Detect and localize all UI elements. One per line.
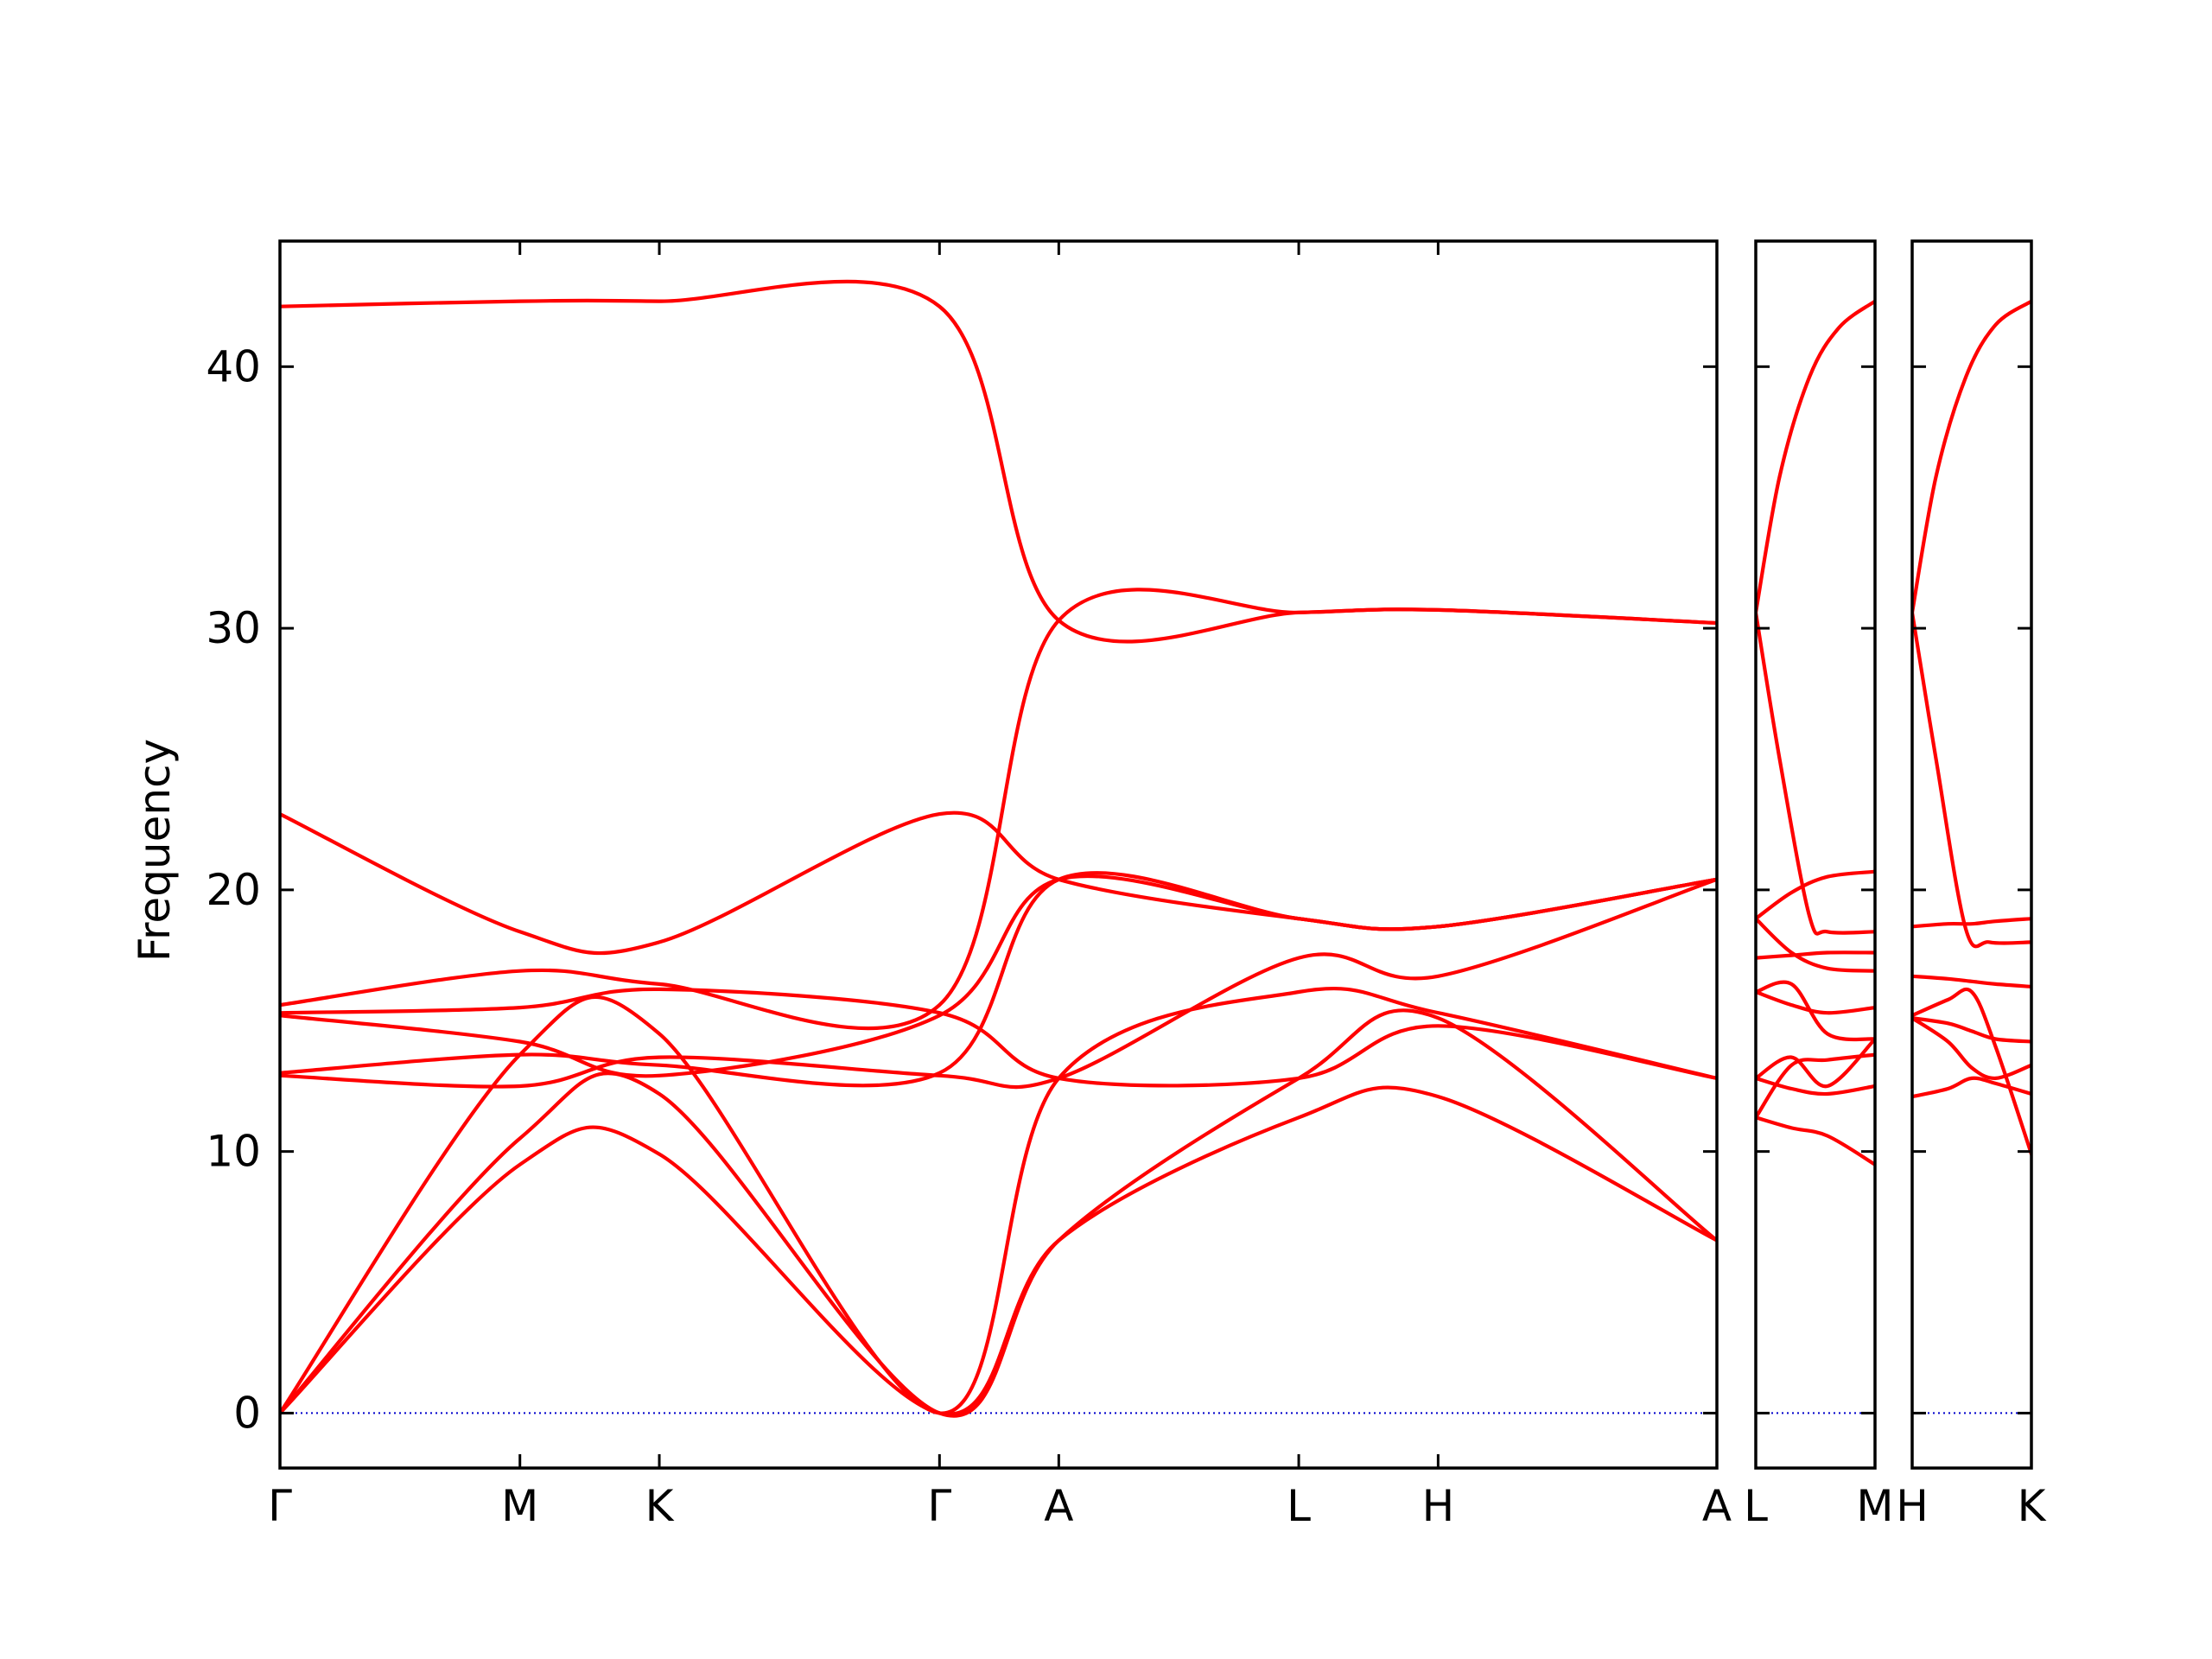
band-lines	[1756, 299, 1875, 1166]
band-line-b4	[280, 877, 1717, 1090]
band-line-b10	[280, 279, 1717, 644]
y-tick-label: 0	[233, 1388, 261, 1438]
band-line-b10	[1756, 610, 1875, 936]
y-tick-label: 40	[206, 341, 261, 391]
y-tick-label: 10	[206, 1127, 261, 1177]
x-tick-label: A	[1702, 1481, 1732, 1531]
band-line-b8	[1912, 299, 2031, 614]
y-tick-label: 20	[206, 865, 261, 915]
band-line-b1	[280, 1085, 1717, 1416]
x-tick-label: M	[501, 1481, 538, 1531]
band-line-b7	[1756, 950, 1875, 960]
y-tick-label: 30	[206, 603, 261, 653]
x-tick-label: L	[1287, 1481, 1311, 1531]
x-tick-label: Γ	[268, 1481, 292, 1531]
band-line-b8	[1756, 869, 1875, 921]
band-line-b1	[1756, 1116, 1875, 1166]
panel-frame	[1754, 239, 1877, 1470]
x-tick-label: Γ	[927, 1481, 951, 1531]
panel-path1: 0 10 20 30 40 Γ M K Γ A L H A	[206, 239, 1732, 1531]
band-line-b6	[1756, 989, 1875, 1015]
y-axis-label: Frequency	[130, 739, 180, 962]
band-line-b2	[1756, 1076, 1875, 1096]
band-line-b7	[280, 987, 1717, 1088]
x-tick-label: H	[1422, 1481, 1455, 1531]
band-line-b3	[1912, 987, 2031, 1156]
band-line-b2	[280, 1008, 1717, 1418]
band-line-b5	[1912, 974, 2031, 988]
x-tick-label: H	[1896, 1481, 1929, 1531]
band-lines	[1912, 299, 2031, 1156]
band-line-b6	[1912, 917, 2031, 929]
x-tick-label: L	[1744, 1481, 1768, 1531]
panel-frame	[1910, 239, 2033, 1470]
band-line-b3	[1756, 1052, 1875, 1120]
band-line-b7	[1912, 610, 2031, 949]
x-tick-label: M	[1856, 1481, 1893, 1531]
band-line-b4	[1912, 1016, 2031, 1044]
band-line-b1	[1912, 1076, 2031, 1099]
band-line-b4	[1756, 1037, 1875, 1089]
panel-frame	[278, 239, 1719, 1470]
band-line-b9	[280, 810, 1717, 956]
x-tick-label: K	[645, 1481, 675, 1531]
band-line-b11	[1756, 299, 1875, 614]
band-lines	[280, 279, 1717, 1418]
x-tick-label: K	[2018, 1481, 2047, 1531]
x-tick-label: A	[1044, 1481, 1073, 1531]
band-line-b9	[1756, 917, 1875, 973]
